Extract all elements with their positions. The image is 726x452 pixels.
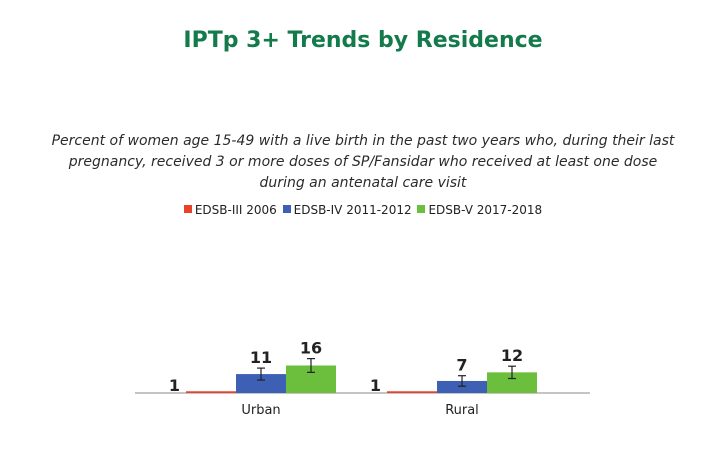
category-label-rural: Rural [445,403,479,418]
legend-item-edsb-iii: EDSB-III 2006 [183,203,277,217]
legend-swatch-edsb-iv [282,205,291,213]
data-label-urban-series-2: 16 [300,339,322,358]
bar-urban-series-0 [186,391,236,393]
chart-title: IPTp 3+ Trends by Residence [183,28,543,53]
data-label-urban-series-1: 11 [250,348,272,367]
bar-urban-series-1 [236,374,286,393]
category-label-urban: Urban [241,403,280,418]
chart-subtitle: Percent of women age 15-49 with a live b… [51,133,675,191]
legend-item-edsb-v: EDSB-V 2017-2018 [417,203,542,217]
data-label-rural-series-0: 1 [370,376,381,395]
legend-label-edsb-iii: EDSB-III 2006 [194,203,277,217]
bar-rural-series-0 [387,391,437,393]
data-label-rural-series-1: 7 [456,356,467,375]
data-label-rural-series-2: 12 [501,346,523,365]
bar-rural-series-1 [437,380,487,393]
chart-legend: EDSB-III 2006 EDSB-IV 2011-2012 EDSB-V 2… [0,203,726,217]
legend-swatch-edsb-iii [183,205,192,213]
bar-rural-series-2 [487,372,537,393]
legend-label-edsb-iv: EDSB-IV 2011-2012 [293,203,412,217]
legend-label-edsb-v: EDSB-V 2017-2018 [428,203,543,217]
legend-swatch-edsb-v [417,205,426,213]
legend-item-edsb-iv: EDSB-IV 2011-2012 [282,203,412,217]
data-label-urban-series-0: 1 [169,376,180,395]
